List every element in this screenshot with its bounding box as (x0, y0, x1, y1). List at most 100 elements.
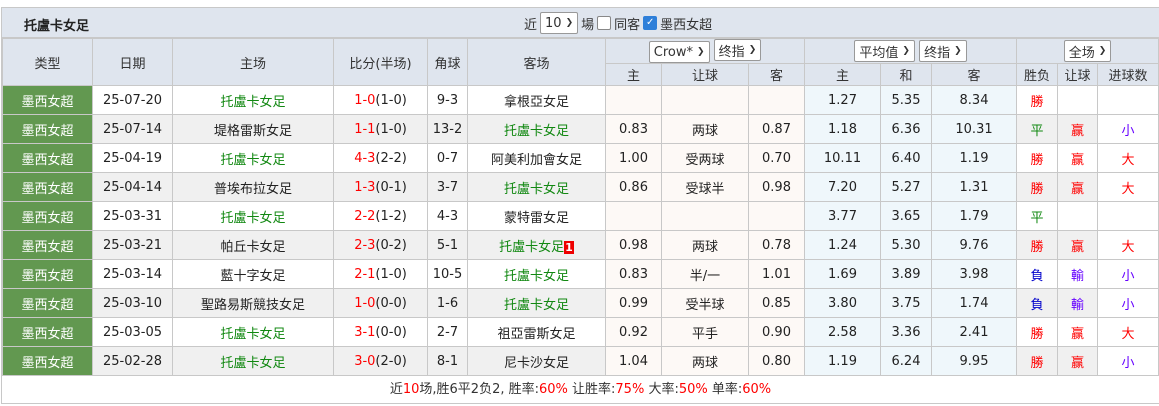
home-team-link[interactable]: 帕丘卡女足 (220, 239, 286, 255)
away-team-link[interactable]: 托盧卡女足 (503, 297, 569, 313)
filter-controls: 近 10 ❯ 場 同客 ✓ 墨西女超 (524, 12, 712, 34)
away-team-cell: 托盧卡女足 (467, 114, 606, 144)
home-team-link[interactable]: 托盧卡女足 (220, 94, 286, 110)
ah-home-odds: 1.00 (605, 143, 662, 173)
eu-home-odds: 3.80 (804, 288, 881, 318)
league-cell[interactable]: 墨西女超 (2, 317, 93, 347)
eu-away-odds: 2.41 (930, 317, 1018, 347)
league-cell-text: 墨西女超 (21, 239, 74, 255)
league-cell[interactable]: 墨西女超 (2, 230, 93, 260)
goals-result-cell: 大 (1097, 230, 1159, 260)
header-ah-away: 客 (748, 63, 805, 86)
eu-draw-odds-text: 6.36 (891, 121, 921, 137)
corner-cell: 8-1 (427, 346, 468, 376)
league-cell[interactable]: 墨西女超 (2, 259, 93, 289)
eu-away-odds: 9.76 (930, 230, 1018, 260)
home-team-link[interactable]: 藍十字女足 (220, 268, 286, 284)
ah-odds-type-select[interactable]: 终指 ❯ (713, 39, 762, 61)
handicap-result-text: 赢 (1071, 239, 1085, 255)
header-type: 类型 (2, 38, 93, 86)
ah-home-odds: 0.83 (605, 114, 662, 144)
match-count-select[interactable]: 10 ❯ (540, 12, 579, 34)
date-cell-text: 25-03-10 (102, 295, 162, 311)
corner-cell: 1-6 (427, 288, 468, 318)
away-team-link[interactable]: 祖亞雷斯女足 (497, 326, 576, 342)
home-team-link[interactable]: 堤格雷斯女足 (213, 123, 292, 139)
result-cell: 平 (1016, 114, 1059, 144)
home-team-link[interactable]: 普埃布拉女足 (213, 181, 292, 197)
eu-draw-odds-text: 3.65 (891, 208, 921, 224)
half-time-score: (1-0) (375, 121, 407, 137)
away-team-link[interactable]: 托盧卡女足 (503, 181, 569, 197)
eu-home-odds: 1.19 (804, 346, 881, 376)
ah-away-odds: 0.98 (748, 172, 805, 202)
league-cell[interactable]: 墨西女超 (2, 288, 93, 318)
away-team-link[interactable]: 拿根亞女足 (503, 94, 569, 110)
avg-select-value: 平均值 (859, 45, 899, 61)
handicap-result-cell: 輸 (1057, 288, 1099, 318)
eu-draw-odds: 5.30 (880, 230, 932, 260)
league-checkbox[interactable]: ✓ (643, 16, 658, 30)
corner-cell-text: 9-3 (436, 92, 459, 108)
handicap-result-cell (1057, 85, 1099, 115)
goals-result-text: 小 (1121, 355, 1135, 371)
ah-away-odds: 0.78 (748, 230, 805, 260)
home-team-link[interactable]: 托盧卡女足 (220, 326, 286, 342)
eu-draw-odds: 5.27 (880, 172, 932, 202)
away-team-link[interactable]: 托盧卡女足 (499, 239, 565, 255)
same-home-checkbox[interactable] (597, 16, 612, 30)
full-time-score: 1-3 (354, 179, 376, 195)
handicap-result-text: 赢 (1071, 181, 1085, 197)
league-cell[interactable]: 墨西女超 (2, 85, 93, 115)
eu-draw-odds: 6.24 (880, 346, 932, 376)
handicap-result-text: 赢 (1071, 355, 1085, 371)
goals-result-cell: 大 (1097, 143, 1159, 173)
result-text: 負 (1030, 268, 1044, 284)
date-cell: 25-03-21 (92, 230, 173, 260)
score-cell: 2-2(1-2) (333, 201, 428, 231)
goals-result-cell: 大 (1097, 317, 1159, 347)
away-team-link[interactable]: 托盧卡女足 (503, 123, 569, 139)
eu-away-odds-text: 1.74 (959, 295, 989, 311)
corner-cell: 13-2 (427, 114, 468, 144)
goals-result-text: 小 (1121, 123, 1135, 139)
home-team-link[interactable]: 托盧卡女足 (220, 210, 286, 226)
scope-select[interactable]: 全场 ❯ (1063, 40, 1112, 62)
avg-select[interactable]: 平均值 ❯ (854, 40, 915, 62)
date-cell-text: 25-03-05 (102, 324, 162, 340)
corner-cell: 5-1 (427, 230, 468, 260)
goals-result-text: 大 (1121, 326, 1135, 342)
result-cell: 勝 (1016, 346, 1059, 376)
league-cell[interactable]: 墨西女超 (2, 201, 93, 231)
league-cell[interactable]: 墨西女超 (2, 172, 93, 202)
home-team-link[interactable]: 聖路易斯競技女足 (200, 297, 305, 313)
eu-draw-odds: 3.36 (880, 317, 932, 347)
away-team-link[interactable]: 蒙特雷女足 (503, 210, 569, 226)
home-team-link[interactable]: 托盧卡女足 (220, 152, 286, 168)
ah-line (661, 201, 749, 231)
home-team-link[interactable]: 托盧卡女足 (220, 355, 286, 371)
away-team-link[interactable]: 尼卡沙女足 (503, 355, 569, 371)
team-history-panel: 托盧卡女足 近 10 ❯ 場 同客 ✓ 墨西女超 类型 日期 主场 比分(半场) 角… (1, 7, 1159, 404)
same-home-label: 同客 (614, 17, 641, 33)
full-time-score: 3-1 (354, 324, 376, 340)
handicap-result-cell: 赢 (1057, 143, 1099, 173)
league-cell[interactable]: 墨西女超 (2, 346, 93, 376)
scope-select-cell: 全场 ❯ (1016, 38, 1159, 64)
eu-away-odds: 1.79 (930, 201, 1018, 231)
eu-draw-odds-text: 5.30 (891, 237, 921, 253)
ah-home-odds: 0.83 (605, 259, 662, 289)
ah-line: 受半球 (661, 288, 749, 318)
ah-away-odds-text: 0.70 (762, 150, 791, 166)
league-cell[interactable]: 墨西女超 (2, 114, 93, 144)
header-away: 客场 (467, 38, 606, 86)
company-select[interactable]: Crow* ❯ (648, 41, 710, 63)
result-text: 勝 (1030, 326, 1044, 342)
away-team-link[interactable]: 托盧卡女足 (503, 268, 569, 284)
league-cell[interactable]: 墨西女超 (2, 143, 93, 173)
eu-odds-type-select[interactable]: 终指 ❯ (919, 40, 967, 62)
league-cell-text: 墨西女超 (21, 123, 74, 139)
header-eu-away: 客 (930, 63, 1018, 86)
corner-cell-text: 3-7 (436, 179, 459, 195)
away-team-link[interactable]: 阿美利加會女足 (490, 152, 582, 168)
